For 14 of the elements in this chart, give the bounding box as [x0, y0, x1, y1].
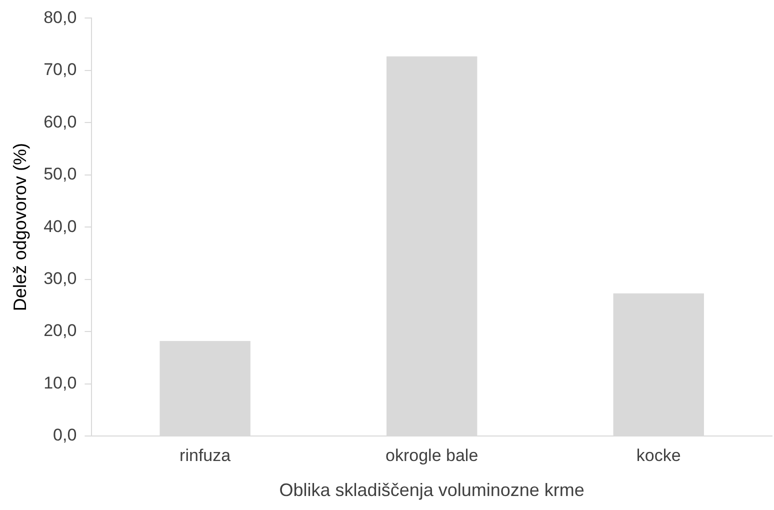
y-tick-label: 60,0 [44, 112, 77, 132]
x-tick-label: kocke [636, 446, 681, 465]
y-axis-title: Delež odgovorov (%) [10, 143, 30, 312]
y-tick-label: 80,0 [44, 8, 77, 27]
y-tick-label: 0,0 [53, 426, 77, 445]
y-tick-label: 30,0 [44, 269, 77, 288]
y-tick-label: 10,0 [44, 373, 77, 392]
x-tick-label: rinfuza [180, 446, 232, 465]
y-tick-label: 20,0 [44, 321, 77, 340]
y-tick-label: 70,0 [44, 60, 77, 80]
y-tick-label: 50,0 [44, 164, 77, 184]
x-tick-label: okrogle bale [386, 446, 478, 465]
x-axis-title: Oblika skladiščenja voluminozne krme [279, 480, 584, 500]
y-tick-label: 40,0 [44, 216, 77, 236]
